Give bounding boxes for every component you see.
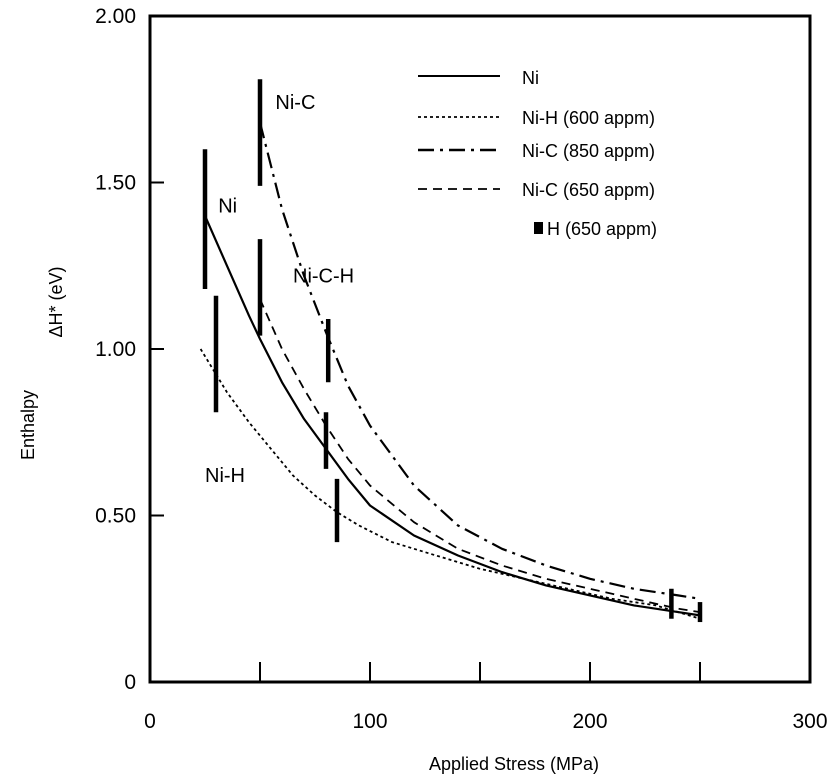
x-tick-label: 200 [572,710,607,733]
series-line-0 [203,215,701,617]
legend-label-ni-c-650: Ni-C (650 appm) [522,180,655,200]
legend: Ni Ni-H (600 appm) Ni-C (850 appm) Ni-C … [418,68,657,239]
y-tick-label: 0 [124,671,136,694]
x-tick-label: 0 [144,710,156,733]
plot-frame [148,14,812,684]
curve-annotation: Ni-C-H [293,265,354,287]
curve-annotation: Ni-H [205,465,245,487]
series-line-2 [258,122,701,600]
x-axis-title: Applied Stress (MPa) [429,754,599,774]
curve-annotation: Ni-C [275,92,315,114]
y-axis-ticks: 0 0.50 1.00 1.50 2.00 [95,5,164,694]
y-tick-label: 0.50 [95,505,136,528]
y-tick-label: 1.00 [95,338,136,361]
x-axis-ticks: 0 100 200 300 [144,662,828,733]
legend-label-ni-c-850: Ni-C (850 appm) [522,141,655,161]
legend-swatch-h-errorbar [534,222,543,234]
legend-label-h-errorbar: H (650 appm) [547,219,657,239]
series-line-3 [259,298,701,613]
series-line-1 [199,348,701,620]
curve-annotation: Ni [218,195,237,217]
legend-label-ni-h: Ni-H (600 appm) [522,108,655,128]
x-tick-label: 300 [792,710,827,733]
error-bar-layer [202,79,703,623]
legend-label-ni: Ni [522,68,539,88]
y-axis-title-left: Enthalpy [18,390,38,460]
y-tick-label: 2.00 [95,5,136,28]
x-tick-label: 100 [352,710,387,733]
series-layer [199,122,701,620]
annotation-layer: Ni-C Ni Ni-C-H Ni-H [205,92,354,487]
y-axis-title-right: ΔH* (eV) [46,266,66,337]
y-tick-label: 1.50 [95,172,136,195]
